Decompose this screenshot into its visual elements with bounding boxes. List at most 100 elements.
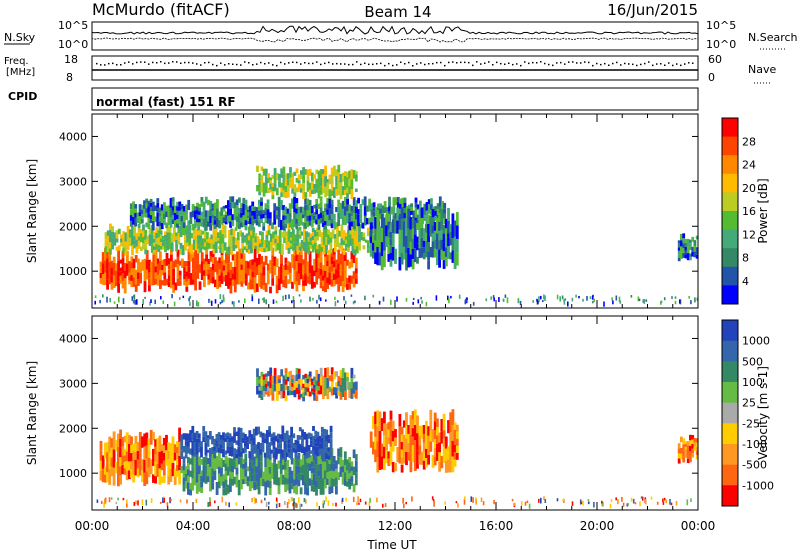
velocity-cell	[305, 433, 309, 440]
power-ground-echo	[674, 300, 677, 305]
power-cell	[229, 215, 232, 222]
power-cell	[221, 224, 225, 234]
velocity-ground-echo	[405, 502, 407, 505]
power-cell	[315, 209, 319, 215]
power-ground-echo	[244, 298, 246, 304]
velocity-cell	[354, 466, 358, 473]
velocity-cell	[309, 450, 313, 454]
power-cell	[122, 248, 126, 254]
velocity-cell	[154, 461, 157, 469]
velocity-cell	[677, 453, 681, 459]
velocity-cell	[229, 485, 232, 492]
power-cell	[346, 182, 349, 188]
power-cell	[326, 209, 330, 215]
velocity-cell	[306, 379, 310, 384]
velocity-cell	[123, 468, 127, 475]
nave-dot	[656, 63, 658, 65]
power-cell	[363, 206, 367, 216]
power-cell	[341, 172, 345, 178]
power-cell	[247, 249, 251, 254]
velocity-cell	[152, 457, 155, 466]
velocity-cell	[689, 434, 692, 441]
power-cell	[433, 239, 437, 249]
velocity-cell	[263, 452, 267, 458]
velocity-cell	[433, 447, 437, 457]
velocity-cell	[305, 452, 309, 459]
power-cell	[178, 206, 182, 211]
power-cell	[150, 243, 154, 253]
power-cell	[144, 249, 148, 255]
power-cell	[281, 249, 284, 256]
power-cell	[183, 279, 186, 286]
power-cell	[231, 196, 235, 203]
power-cell	[241, 237, 245, 243]
power-ground-echo	[663, 297, 666, 301]
velocity-cell	[422, 451, 426, 461]
power-cell	[153, 246, 156, 250]
power-cell	[258, 253, 261, 265]
velocity-cell	[184, 454, 188, 459]
power-cell	[159, 251, 162, 261]
power-cell	[247, 244, 251, 250]
power-cell	[122, 231, 126, 237]
power-cell	[348, 282, 352, 290]
power-cell	[143, 269, 147, 281]
power-cell	[425, 210, 429, 220]
power-cell	[149, 202, 153, 207]
velocity-cell	[251, 453, 254, 461]
power-cell	[216, 217, 219, 227]
time-tick-label: 20:00	[580, 519, 615, 533]
power-cell	[347, 234, 350, 239]
power-cell	[170, 268, 173, 275]
power-cell	[291, 188, 295, 194]
power-cell	[372, 202, 376, 207]
velocity-cell	[677, 448, 681, 454]
power-cell	[281, 232, 284, 238]
velocity-cell	[184, 445, 188, 451]
power-ground-echo	[472, 301, 475, 306]
velocity-cell	[259, 461, 263, 470]
power-cell	[302, 183, 305, 192]
velocity-cell	[291, 386, 295, 391]
beam-title: Beam 14	[364, 3, 431, 21]
power-cell	[251, 283, 255, 290]
velocity-cell	[257, 461, 261, 470]
velocity-ground-echo	[100, 500, 103, 504]
power-cell	[130, 280, 134, 287]
velocity-cell	[691, 448, 695, 453]
velocity-cell	[251, 460, 254, 468]
velocity-cell	[341, 368, 345, 378]
power-cell	[333, 247, 337, 253]
nave-dot	[288, 62, 290, 64]
velocity-ground-echo	[632, 498, 635, 504]
power-cell	[240, 275, 244, 282]
velocity-cell	[231, 465, 234, 473]
power-ground-echo	[543, 294, 545, 300]
velocity-cell	[229, 471, 232, 479]
velocity-cell	[279, 463, 283, 475]
power-cell	[197, 235, 200, 240]
velocity-cell	[323, 439, 326, 445]
velocity-cell	[217, 466, 221, 474]
power-cell	[324, 263, 327, 271]
power-ground-echo	[542, 300, 544, 303]
velocity-cell	[689, 456, 692, 463]
power-cell	[414, 197, 418, 203]
power-cell	[161, 246, 165, 250]
power-cell	[266, 199, 270, 205]
power-cell	[238, 213, 241, 219]
power-cell	[380, 228, 384, 243]
power-cell	[410, 207, 413, 211]
velocity-cell	[143, 459, 147, 473]
power-cell	[348, 178, 352, 187]
power-cell	[124, 236, 128, 242]
power-cell	[267, 188, 270, 193]
power-cell	[153, 235, 156, 239]
power-cell	[220, 272, 224, 279]
velocity-ground-echo	[580, 501, 583, 504]
power-cell	[319, 218, 323, 224]
power-cell	[396, 220, 400, 234]
power-cell	[355, 219, 358, 226]
velocity-colorbar-swatch	[722, 340, 738, 362]
power-cell	[260, 183, 264, 188]
